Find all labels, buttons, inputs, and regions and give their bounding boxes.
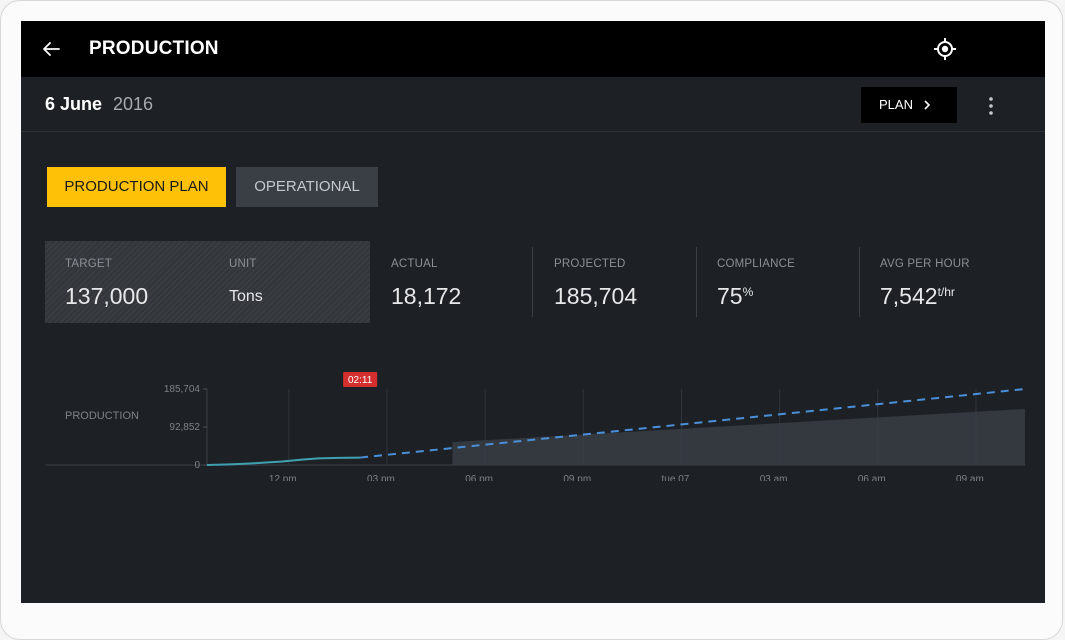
avg-per-hour-unit: t/hr [937,285,955,299]
avg-per-hour-number: 7,542 [880,283,938,309]
app-bar: PRODUCTION [21,21,1045,77]
x-tick-label: 09 am [956,474,984,481]
target-value: 137,000 [65,283,149,309]
x-tick-label: 09 pm [563,474,591,481]
gps-fixed-icon[interactable] [933,37,957,61]
now-marker-badge [343,372,378,387]
page-title: PRODUCTION [89,38,219,59]
x-tick-label: 12 pm [269,474,297,481]
date-bar: 6 June 2016 PLAN [21,77,1045,132]
stat-divider [532,247,533,317]
plan-button[interactable]: PLAN [861,87,957,123]
target-label: TARGET [65,258,112,270]
x-tick-label: 03 am [760,474,788,481]
date-year[interactable]: 2016 [113,94,154,114]
compliance-number: 75 [717,283,743,309]
plan-button-label: PLAN [879,97,913,112]
compliance-unit: % [742,285,754,299]
x-tick-label: 06 pm [465,474,493,481]
y-axis-title: PRODUCTION [65,410,139,422]
date-day[interactable]: 6 June [45,94,103,114]
unit-label: UNIT [229,258,257,270]
projected-label: PROJECTED [554,258,626,270]
x-tick-label: 03 pm [367,474,395,481]
tab-operational[interactable]: OPERATIONAL [236,167,378,207]
app-screen: PRODUCTION 6 June 2016 PLAN PRODUC [21,21,1045,603]
projected-value: 185,704 [554,283,638,309]
stat-divider [696,247,697,317]
unit-value: Tons [229,288,263,305]
compliance-value: 75% [717,283,753,310]
tab-production-plan[interactable]: PRODUCTION PLAN [47,167,226,207]
plan-area [452,408,1025,465]
y-tick-label: 185,704 [164,384,201,395]
chevron-right-icon [924,100,931,110]
avg-per-hour-label: AVG PER HOUR [880,258,970,270]
avg-per-hour-value: 7,542t/hr [880,283,955,310]
production-chart: 12 pm 03 pm 06 pm 09 pm tue 07 03 am 06 am 09 a… [45,372,1026,481]
actual-series-line [206,456,361,466]
compliance-label: COMPLIANCE [717,258,796,270]
more-vertical-icon[interactable] [981,95,1001,117]
x-tick-label: 06 am [858,474,886,481]
y-tick-label: 92,852 [169,422,200,433]
actual-label: ACTUAL [391,258,438,270]
actual-value: 18,172 [391,283,462,309]
y-tick-label: 0 [194,460,200,471]
stat-divider [859,247,860,317]
now-marker-label: 02:11 [348,375,373,386]
target-panel[interactable]: TARGET 137,000 UNIT Tons [45,241,370,323]
arrow-left-icon[interactable] [37,35,65,63]
x-tick-label: tue 07 [662,474,690,481]
